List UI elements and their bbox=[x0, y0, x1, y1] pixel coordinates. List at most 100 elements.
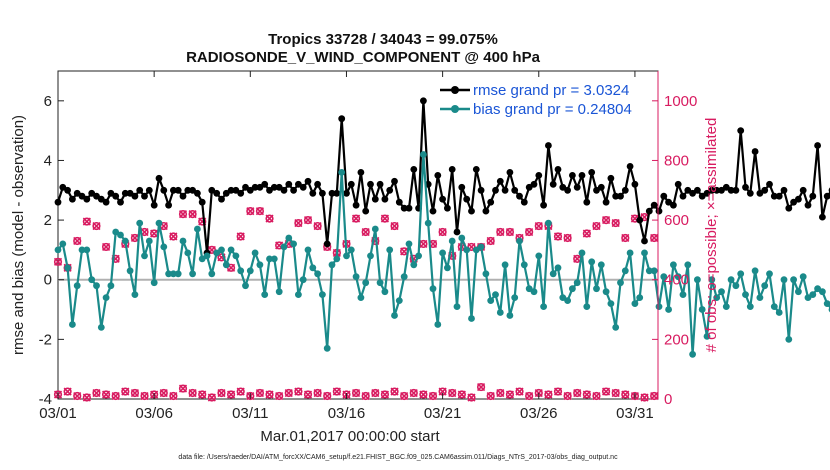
series-point bbox=[718, 288, 725, 296]
obs-low-cross bbox=[82, 393, 91, 402]
obs-possible-point bbox=[265, 214, 274, 223]
obs-low-cross bbox=[371, 388, 380, 398]
series-point bbox=[823, 192, 830, 200]
series-point bbox=[588, 169, 596, 176]
obs-possible-point bbox=[236, 232, 245, 241]
series-bias bbox=[54, 151, 830, 358]
series-point bbox=[742, 183, 749, 191]
series-point bbox=[477, 243, 485, 251]
obs-low-point bbox=[592, 391, 601, 401]
series-point bbox=[506, 169, 514, 176]
series-point bbox=[242, 282, 249, 290]
series-point bbox=[468, 207, 475, 215]
x-tick-label: 03/26 bbox=[520, 405, 558, 422]
x-tick-label: 03/16 bbox=[328, 405, 366, 422]
obs-low-cross bbox=[255, 388, 264, 398]
obs-low-point bbox=[217, 388, 226, 398]
series-point bbox=[746, 303, 754, 310]
obs-low-cross bbox=[477, 383, 486, 392]
obs-possible-point bbox=[534, 221, 543, 231]
series-point bbox=[338, 115, 346, 123]
series-point bbox=[621, 267, 629, 275]
series-point bbox=[352, 273, 360, 281]
series-point bbox=[809, 192, 817, 200]
series-point bbox=[458, 234, 466, 242]
obs-assim-cross bbox=[486, 236, 495, 246]
series-point bbox=[780, 276, 788, 284]
series-point bbox=[160, 186, 168, 194]
series-point bbox=[93, 282, 100, 290]
obs-assim-cross bbox=[255, 207, 264, 216]
series-point bbox=[554, 264, 562, 272]
obs-assim-cross bbox=[130, 233, 139, 243]
series-point bbox=[727, 186, 735, 194]
obs-low-point bbox=[236, 387, 245, 396]
series-point bbox=[237, 267, 245, 275]
obs-low-cross bbox=[130, 388, 139, 398]
series-point bbox=[155, 174, 163, 182]
series-line bbox=[57, 153, 830, 356]
series-point bbox=[194, 189, 201, 197]
obs-low-point bbox=[525, 391, 534, 401]
series-point bbox=[117, 231, 124, 239]
obs-possible-point bbox=[178, 210, 188, 219]
series-point bbox=[746, 189, 754, 197]
series-point bbox=[59, 240, 67, 248]
series-point bbox=[487, 297, 495, 304]
y-right-axis-ticks: 0 200 400 600 800 1000 bbox=[652, 71, 697, 408]
obs-low-point bbox=[294, 387, 303, 396]
series-point bbox=[650, 201, 658, 209]
series-point bbox=[496, 309, 504, 316]
series-point bbox=[270, 183, 278, 191]
series-point bbox=[530, 288, 538, 296]
y-right-tick-label: 1000 bbox=[664, 93, 697, 110]
series-point bbox=[530, 180, 538, 188]
series-point bbox=[328, 189, 336, 197]
series-point bbox=[415, 252, 422, 260]
series-point bbox=[819, 213, 826, 221]
obs-low-cross bbox=[390, 387, 399, 396]
series-point bbox=[453, 303, 461, 310]
series-point bbox=[410, 261, 418, 269]
obs-low-cross bbox=[227, 390, 236, 399]
series-point bbox=[299, 276, 307, 284]
series-point bbox=[328, 261, 336, 269]
series-point bbox=[141, 252, 148, 260]
obs-low-cross bbox=[573, 388, 582, 398]
series-point bbox=[444, 264, 451, 272]
series-point bbox=[737, 127, 745, 134]
obs-possible-point bbox=[380, 214, 390, 223]
obs-low-cross bbox=[486, 391, 495, 401]
series-point bbox=[179, 237, 187, 245]
obs-low-point bbox=[553, 387, 563, 396]
obs-low-cross bbox=[621, 390, 630, 399]
obs-low-cross bbox=[73, 391, 82, 401]
series-point bbox=[290, 186, 297, 194]
series-point bbox=[506, 312, 514, 319]
obs-possible-point bbox=[361, 227, 370, 237]
series-point bbox=[126, 267, 134, 275]
obs-possible-point bbox=[621, 233, 630, 243]
series-point bbox=[578, 249, 586, 257]
obs-assim-cross bbox=[275, 241, 284, 250]
obs-low-point bbox=[188, 388, 197, 398]
series-point bbox=[607, 174, 615, 182]
series-point bbox=[266, 255, 273, 263]
series-point bbox=[218, 246, 225, 254]
series-point bbox=[722, 303, 730, 310]
obs-low-point bbox=[255, 388, 265, 398]
series-point bbox=[357, 169, 365, 176]
series-point bbox=[420, 151, 427, 158]
series-point bbox=[285, 234, 293, 242]
series-point bbox=[160, 243, 168, 251]
series-point bbox=[516, 192, 523, 200]
series-point bbox=[304, 177, 312, 185]
series-point bbox=[376, 180, 384, 188]
obs-low-cross bbox=[332, 387, 341, 396]
series-point bbox=[376, 279, 384, 287]
series-point bbox=[88, 276, 96, 284]
series-point bbox=[400, 273, 408, 281]
obs-low-cross bbox=[188, 388, 197, 398]
series-point bbox=[511, 294, 519, 301]
series-point bbox=[194, 225, 201, 233]
